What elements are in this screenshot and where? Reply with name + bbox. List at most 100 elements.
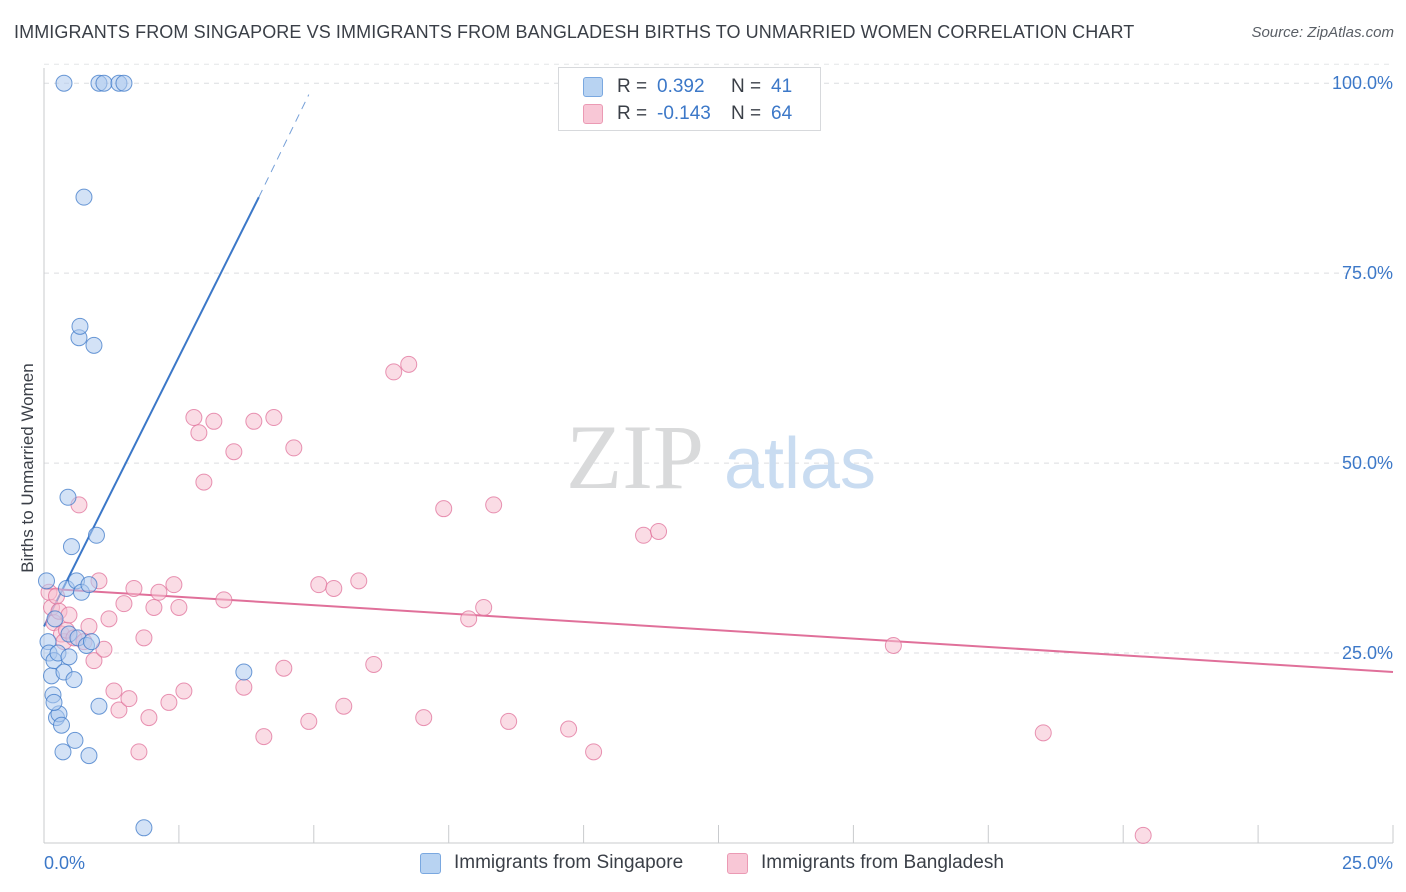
bangladesh-point [1034,724,1052,742]
bangladesh-point [145,598,163,616]
bangladesh-point [105,682,123,700]
bangladesh-point [310,576,328,594]
singapore-point [80,747,98,765]
bottom-legend-swatch-bangladesh [727,853,748,874]
bangladesh-point [95,640,113,658]
y-tick-label: 50.0% [1342,453,1393,473]
bangladesh-point [415,709,433,727]
axes [43,68,1394,844]
bangladesh-point [185,409,203,427]
legend-r-value: -0.143 [657,103,711,124]
watermark-atlas: atlas [724,424,876,504]
singapore-point [45,693,63,711]
singapore-point [135,819,153,837]
singapore-point [52,716,70,734]
bangladesh-point [460,610,478,628]
bangladesh-point [335,697,353,715]
bangladesh-point [190,424,208,442]
legend-swatch-singapore [583,77,603,97]
bangladesh-point [400,355,418,373]
singapore-point [54,743,72,761]
bangladesh-point [884,636,902,654]
legend-n-value: 41 [771,76,793,97]
singapore-point [62,538,80,556]
bangladesh-point [635,526,653,544]
data-points [37,74,1152,844]
bangladesh-point [365,655,383,673]
legend-n-label: N = [731,76,762,97]
legend-r-label: R = [617,76,648,97]
tick-labels: 100.0% 75.0% 50.0% 25.0% 0.0% 25.0% [44,73,1393,873]
legend-n-value: 64 [771,103,793,124]
legend-r-value: 0.392 [657,76,705,97]
bangladesh-point [560,720,578,738]
bangladesh-point [120,690,138,708]
singapore-point [46,610,64,628]
bangladesh-point [475,598,493,616]
bangladesh-point [205,412,223,430]
bangladesh-point [60,606,78,624]
bangladesh-point [300,712,318,730]
y-tick-label: 75.0% [1342,263,1393,283]
bangladesh-point [140,709,158,727]
legend-swatch-bangladesh [583,104,603,124]
bangladesh-point [165,576,183,594]
trendlines [43,94,1394,674]
bangladesh-point [650,522,668,540]
bangladesh-point [100,610,118,628]
singapore-point [59,488,77,506]
bottom-legend-label-bangladesh: Immigrants from Bangladesh [761,852,1004,873]
bangladesh-point [1134,826,1152,844]
y-axis-label: Births to Unmarried Women [18,363,37,573]
chart-title: IMMIGRANTS FROM SINGAPORE VS IMMIGRANTS … [14,22,1135,42]
singapore-point [80,576,98,594]
gridlines [44,63,1393,654]
bangladesh-trendline [43,587,1394,674]
singapore-point [66,731,84,749]
bangladesh-point [125,579,143,597]
singapore-trendline-extension [258,94,310,198]
bangladesh-point [195,473,213,491]
bottom-legend-label-singapore: Immigrants from Singapore [454,852,684,873]
bangladesh-point [110,701,128,719]
bangladesh-point [130,743,148,761]
y-tick-label: 100.0% [1332,73,1393,93]
bangladesh-point [245,412,263,430]
bangladesh-point [235,678,253,696]
singapore-point [90,697,108,715]
bangladesh-point [350,572,368,590]
singapore-point [75,188,93,206]
bangladesh-point [175,682,193,700]
bangladesh-point [485,496,503,514]
singapore-point [37,572,55,590]
singapore-point [65,671,83,689]
bangladesh-point [275,659,293,677]
legend-r-label: R = [617,103,648,124]
x-tick-label: 0.0% [44,853,85,873]
bangladesh-point [170,598,188,616]
singapore-point [85,336,103,354]
bangladesh-point [150,583,168,601]
singapore-point [115,74,133,92]
bangladesh-point [160,693,178,711]
watermark-zip: ZIP [566,406,704,508]
bangladesh-point [265,409,283,427]
bangladesh-point [85,652,103,670]
singapore-point [71,317,89,335]
singapore-point [55,74,73,92]
bangladesh-point [225,443,243,461]
singapore-point [87,526,105,544]
bangladesh-point [135,629,153,647]
correlation-legend: R = 0.392 N = 41 R = -0.143 N = 64 [558,67,821,131]
bangladesh-point [585,743,603,761]
legend-n-label: N = [731,103,762,124]
bangladesh-point [285,439,303,457]
bangladesh-point [255,728,273,746]
bangladesh-point [215,591,233,609]
x-tick-label: 25.0% [1342,853,1393,873]
singapore-point [235,663,253,681]
bangladesh-point [385,363,403,381]
bangladesh-point [115,595,133,613]
bangladesh-point [325,579,343,597]
